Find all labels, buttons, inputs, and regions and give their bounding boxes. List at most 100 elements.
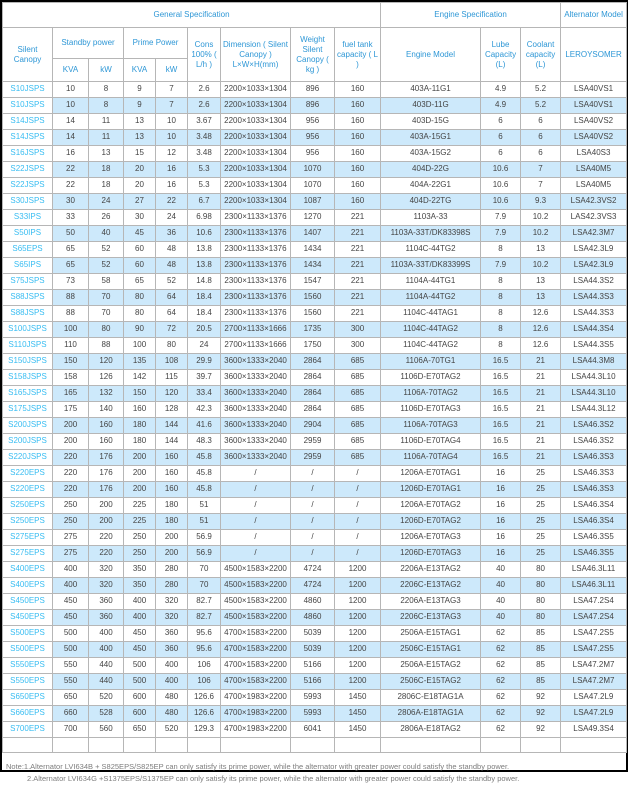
model-link[interactable]: S33IPS: [2, 209, 53, 226]
model-link[interactable]: S500EPS: [2, 641, 53, 658]
model-link[interactable]: S400EPS: [2, 561, 53, 578]
spec-cell: LSA46.3S2: [560, 417, 628, 434]
model-link[interactable]: S75JSPS: [2, 273, 53, 290]
model-link[interactable]: S400EPS: [2, 577, 53, 594]
model-link[interactable]: S275EPS: [2, 529, 53, 546]
spec-cell: 16: [480, 497, 522, 514]
spec-cell: 64: [155, 305, 188, 322]
model-link[interactable]: S650EPS: [2, 689, 53, 706]
model-link[interactable]: S450EPS: [2, 609, 53, 626]
model-link[interactable]: S110JSPS: [2, 337, 53, 354]
spec-cell: 14.8: [187, 273, 221, 290]
table-row: S33IPS 33 26 30 24 6.98 2300×1133×1376 1270 221 1…: [2, 209, 628, 226]
model-link[interactable]: S250EPS: [2, 497, 53, 514]
model-link[interactable]: S450EPS: [2, 593, 53, 610]
spec-cell: 1200: [333, 673, 382, 690]
model-link[interactable]: S200JSPS: [2, 433, 53, 450]
spec-cell: 16: [480, 529, 522, 546]
spec-cell: 85: [520, 657, 562, 674]
spec-cell: 158: [52, 369, 89, 386]
table-row: S450EPS 450 360 400 320 82.7 4500×1583×2200 486…: [2, 609, 628, 626]
spec-cell: 10: [155, 129, 188, 146]
spec-cell: 160: [333, 161, 382, 178]
spec-cell: 52: [88, 241, 124, 258]
spec-cell: 24: [155, 209, 188, 226]
model-link[interactable]: S10JSPS: [2, 81, 53, 98]
spec-cell: 7: [520, 177, 562, 194]
spec-cell: 80: [155, 337, 188, 354]
spec-cell: 2200×1033×1304: [220, 113, 291, 130]
spec-cell: 160: [333, 113, 382, 130]
model-link[interactable]: S175JSPS: [2, 401, 53, 418]
spec-cell: 400: [52, 561, 89, 578]
model-link[interactable]: S22JSPS: [2, 161, 53, 178]
spec-cell: 8: [480, 337, 522, 354]
model-link[interactable]: S65IPS: [2, 257, 53, 274]
spec-cell: 62: [480, 641, 522, 658]
spec-cell: 9: [123, 97, 156, 114]
table-row: S30JSPS 30 24 27 22 6.7 2200×1033×1304 1087 160 4…: [2, 193, 628, 210]
model-link[interactable]: S158JSPS: [2, 369, 53, 386]
spec-cell: 25: [520, 481, 562, 498]
model-link[interactable]: S660EPS: [2, 705, 53, 722]
model-link[interactable]: S165JSPS: [2, 385, 53, 402]
model-link[interactable]: S250EPS: [2, 513, 53, 530]
model-link[interactable]: S14JSPS: [2, 129, 53, 146]
spec-cell: 21: [520, 433, 562, 450]
model-link[interactable]: S16JSPS: [2, 145, 53, 162]
spec-cell: 16.5: [480, 369, 522, 386]
model-link[interactable]: S88JSPS: [2, 289, 53, 306]
spec-cell: 400: [52, 577, 89, 594]
spec-cell: 85: [520, 673, 562, 690]
model-link[interactable]: S150JSPS: [2, 353, 53, 370]
empty-cell: [520, 737, 562, 753]
spec-cell: 200: [123, 449, 156, 466]
model-link[interactable]: S100JSPS: [2, 321, 53, 338]
spec-cell: 88: [88, 337, 124, 354]
model-link[interactable]: S500EPS: [2, 625, 53, 642]
spec-cell: 80: [520, 577, 562, 594]
model-link[interactable]: S220JSPS: [2, 449, 53, 466]
model-link[interactable]: S88JSPS: [2, 305, 53, 322]
model-link[interactable]: S10JSPS: [2, 97, 53, 114]
model-link[interactable]: S50IPS: [2, 225, 53, 242]
spec-cell: 1104C-44TAG2: [380, 321, 482, 338]
spec-cell: LSA44.3S3: [560, 305, 628, 322]
model-link[interactable]: S14JSPS: [2, 113, 53, 130]
spec-cell: 700: [52, 721, 89, 738]
spec-cell: 9.3: [520, 193, 562, 210]
spec-cell: 8: [88, 97, 124, 114]
spec-cell: 250: [52, 497, 89, 514]
spec-cell: 70: [88, 289, 124, 306]
table-row: S88JSPS 88 70 80 64 18.4 2300×1133×1376 1560 221…: [2, 289, 628, 306]
model-link[interactable]: S550EPS: [2, 657, 53, 674]
spec-cell: 4500×1583×2200: [220, 593, 291, 610]
model-link[interactable]: S200JSPS: [2, 417, 53, 434]
model-link[interactable]: S220EPS: [2, 465, 53, 482]
spec-cell: LSA42.3VS2: [560, 193, 628, 210]
model-link[interactable]: S700EPS: [2, 721, 53, 738]
table-row: S158JSPS 158 126 142 115 39.7 3600×1333×2040 28…: [2, 369, 628, 386]
col-header-prime-kva: KVA: [123, 58, 156, 82]
spec-cell: 129.3: [187, 721, 221, 738]
spec-cell: 300: [333, 321, 382, 338]
spec-cell: 1206D-E70TAG2: [380, 513, 482, 530]
model-link[interactable]: S65EPS: [2, 241, 53, 258]
model-link[interactable]: S275EPS: [2, 545, 53, 562]
spec-cell: 160: [333, 129, 382, 146]
spec-cell: 30: [123, 209, 156, 226]
spec-cell: 2300×1133×1376: [220, 305, 291, 322]
spec-cell: 70: [88, 305, 124, 322]
spec-cell: 10.2: [520, 225, 562, 242]
model-link[interactable]: S22JSPS: [2, 177, 53, 194]
spec-cell: 160: [155, 449, 188, 466]
spec-table-header: General Specification Engine Specificati…: [1, 2, 628, 82]
spec-cell: 6: [520, 113, 562, 130]
model-link[interactable]: S220EPS: [2, 481, 53, 498]
spec-cell: 2300×1133×1376: [220, 289, 291, 306]
spec-cell: 21: [520, 449, 562, 466]
model-link[interactable]: S550EPS: [2, 673, 53, 690]
spec-cell: /: [333, 513, 382, 530]
model-link[interactable]: S30JSPS: [2, 193, 53, 210]
spec-cell: 135: [123, 353, 156, 370]
